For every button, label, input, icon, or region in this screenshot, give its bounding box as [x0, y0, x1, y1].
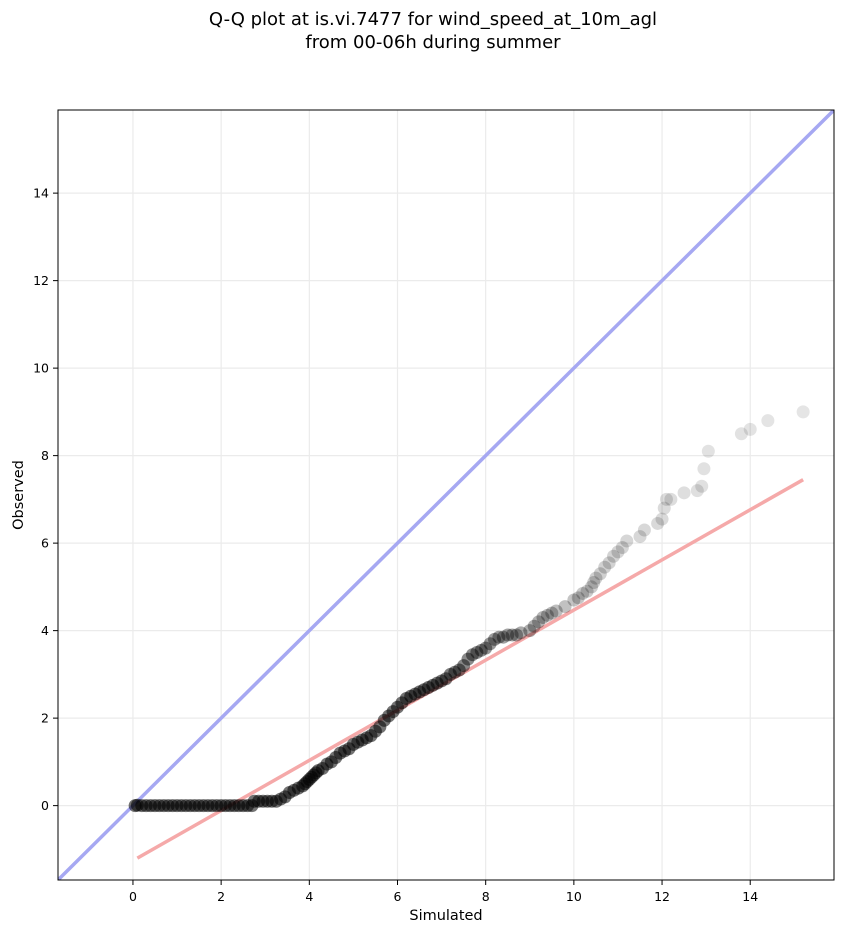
y-tick-label: 8	[41, 448, 49, 463]
identity-line-layer	[58, 110, 834, 880]
data-point	[474, 643, 488, 657]
data-point	[620, 534, 634, 548]
data-point	[514, 626, 528, 640]
chart-title-line-1: Q-Q plot at is.vi.7477 for wind_speed_at…	[209, 9, 657, 30]
y-tick-label: 10	[33, 361, 49, 376]
data-point	[602, 556, 616, 570]
data-point	[527, 619, 541, 633]
data-point	[488, 632, 501, 646]
data-point	[461, 652, 475, 666]
data-point	[448, 665, 462, 679]
data-point	[677, 486, 691, 500]
data-point	[483, 637, 497, 651]
chart-title-line-2: from 00-06h during summer	[305, 32, 561, 53]
data-point	[492, 630, 506, 644]
data-point	[655, 512, 669, 526]
x-tick-label: 0	[129, 889, 137, 904]
data-point	[585, 580, 598, 594]
data-point	[615, 541, 629, 554]
data-point	[505, 628, 519, 642]
data-point	[611, 545, 625, 559]
data-point	[637, 523, 651, 537]
data-point	[571, 591, 585, 605]
x-tick-label: 2	[217, 889, 225, 904]
data-point	[510, 628, 524, 642]
data-point	[465, 648, 479, 662]
data-point	[593, 567, 607, 581]
y-axis-ticks: 0 2 4 6 8 10 12 14	[33, 186, 58, 813]
data-point	[536, 611, 550, 624]
y-tick-label: 6	[41, 536, 49, 551]
plot-frame	[57, 109, 835, 881]
data-point	[796, 405, 810, 419]
data-point	[443, 667, 457, 681]
data-point	[587, 576, 601, 589]
data-point	[470, 646, 484, 659]
data-point	[457, 659, 471, 673]
data-point	[761, 414, 775, 428]
x-tick-label: 4	[305, 889, 313, 904]
data-point	[540, 608, 554, 622]
x-tick-label: 10	[566, 889, 582, 904]
data-point	[664, 492, 678, 506]
data-point	[496, 630, 510, 644]
x-tick-label: 12	[654, 889, 670, 904]
data-point	[633, 530, 647, 544]
data-point	[501, 628, 515, 642]
data-point	[479, 641, 493, 655]
data-point	[580, 584, 594, 598]
y-tick-label: 14	[33, 186, 49, 201]
x-tick-label: 8	[482, 889, 490, 904]
data-point	[659, 492, 673, 506]
data-point	[545, 606, 559, 620]
data-point	[523, 624, 537, 638]
grid-lines	[58, 110, 834, 880]
data-point	[558, 600, 572, 614]
y-tick-label: 0	[41, 798, 49, 813]
x-axis-ticks: 0 2 4 6 8 10 12 14	[129, 880, 758, 904]
data-point	[452, 663, 466, 677]
data-point	[567, 593, 581, 607]
data-point	[576, 586, 590, 600]
y-tick-label: 4	[41, 623, 49, 638]
y-tick-label: 12	[33, 273, 49, 288]
fit-line	[136, 478, 805, 860]
data-point	[549, 604, 563, 618]
x-tick-label: 14	[742, 889, 758, 904]
data-point	[532, 615, 546, 629]
data-point	[651, 516, 665, 530]
data-point	[701, 444, 715, 458]
data-point	[598, 560, 612, 574]
data-point	[607, 549, 621, 563]
data-point	[743, 422, 757, 436]
x-axis-label: Simulated	[409, 908, 482, 924]
y-tick-label: 2	[41, 711, 49, 726]
y-axis-label: Observed	[11, 460, 27, 530]
data-point	[690, 484, 704, 498]
data-point	[695, 479, 709, 493]
points-layer	[128, 405, 810, 813]
data-point	[589, 571, 603, 585]
identity-line	[58, 110, 834, 880]
data-point	[657, 501, 671, 515]
x-tick-label: 6	[394, 889, 402, 904]
data-point	[734, 427, 748, 441]
fit-line-layer	[136, 478, 805, 860]
data-point	[697, 462, 711, 476]
